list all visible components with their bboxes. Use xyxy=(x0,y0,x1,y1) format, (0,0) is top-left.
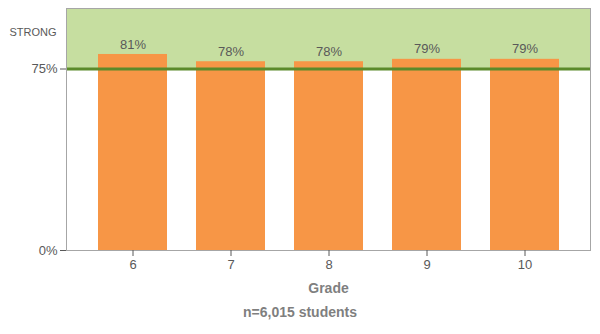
svg-text:6: 6 xyxy=(129,257,136,272)
svg-text:79%: 79% xyxy=(414,41,440,56)
html-text:n=6,015 students: n=6,015 students xyxy=(243,304,357,320)
svg-text:75%: 75% xyxy=(31,61,57,76)
svg-text:9: 9 xyxy=(423,257,430,272)
svg-text:Grade: Grade xyxy=(308,280,349,296)
svg-text:78%: 78% xyxy=(316,44,342,59)
svg-text:8: 8 xyxy=(325,257,332,272)
svg-text:79%: 79% xyxy=(512,41,538,56)
svg-text:81%: 81% xyxy=(120,37,146,52)
svg-text:STRONG: STRONG xyxy=(9,26,56,38)
svg-text:7: 7 xyxy=(227,257,234,272)
svg-text:0%: 0% xyxy=(39,243,58,258)
svg-text:78%: 78% xyxy=(218,44,244,59)
svg-text:10: 10 xyxy=(518,257,532,272)
